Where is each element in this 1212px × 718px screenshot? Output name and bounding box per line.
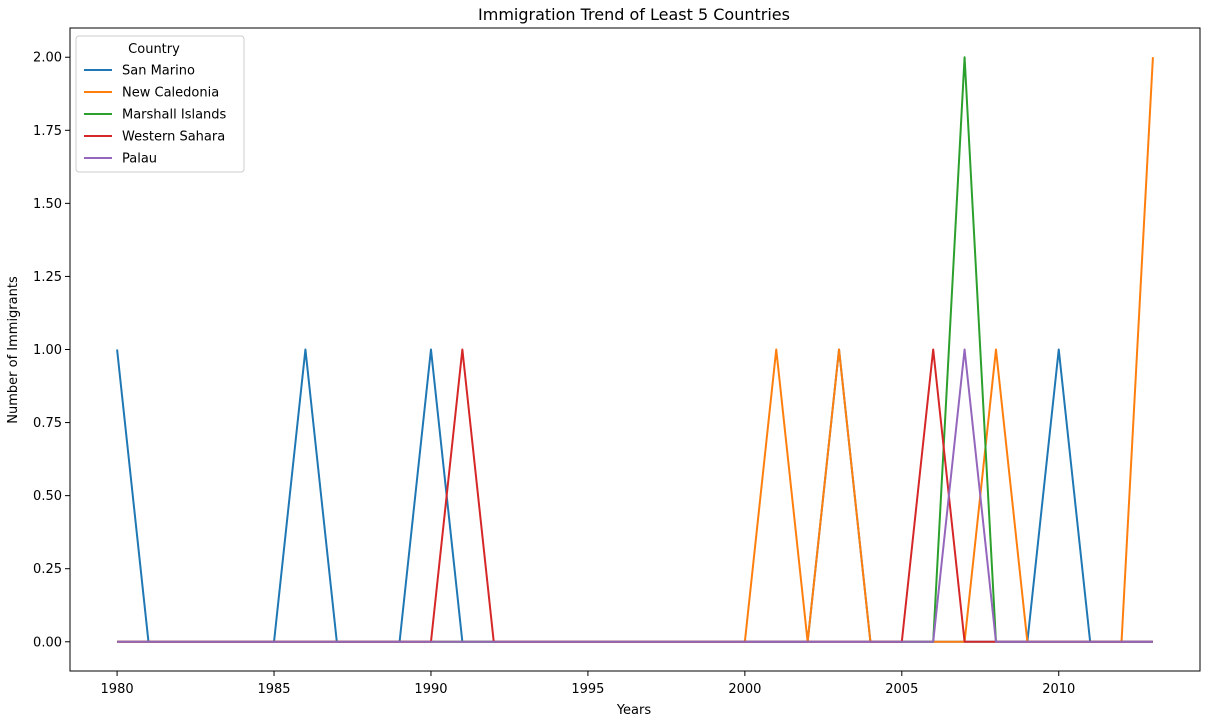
x-tick-label: 1990 bbox=[414, 682, 447, 697]
legend-entry-new-caledonia: New Caledonia bbox=[122, 86, 219, 101]
y-tick-label: 0.75 bbox=[33, 416, 62, 431]
legend-box bbox=[75, 35, 245, 173]
x-tick-label: 2005 bbox=[885, 682, 918, 697]
y-tick-label: 0.50 bbox=[33, 489, 62, 504]
x-tick-label: 2000 bbox=[728, 682, 761, 697]
x-axis-label: Years bbox=[616, 703, 652, 718]
legend-entry-marshall-islands: Marshall Islands bbox=[122, 108, 227, 123]
y-tick-label: 0.00 bbox=[33, 635, 62, 650]
series-line-marshall-islands bbox=[117, 56, 1153, 643]
legend: Country San Marino New Caledonia Marshall I… bbox=[75, 35, 245, 173]
y-tick-label: 1.50 bbox=[33, 197, 62, 212]
y-tick-label: 1.00 bbox=[33, 343, 62, 358]
x-tick-label: 1985 bbox=[257, 682, 290, 697]
chart-title: Immigration Trend of Least 5 Countries bbox=[478, 5, 790, 24]
legend-entry-western-sahara: Western Sahara bbox=[122, 130, 225, 145]
legend-entry-san-marino: San Marino bbox=[122, 64, 195, 79]
x-tick-label: 2010 bbox=[1042, 682, 1075, 697]
legend-title: Country bbox=[128, 42, 180, 57]
y-tick-label: 1.25 bbox=[33, 270, 62, 285]
x-tick-label: 1980 bbox=[101, 682, 134, 697]
y-tick-label: 2.00 bbox=[33, 51, 62, 66]
y-tick-label: 1.75 bbox=[33, 124, 62, 139]
y-axis-label: Number of Immigrants bbox=[6, 276, 21, 424]
series-line-san-marino bbox=[116, 348, 1153, 643]
series-line-western-sahara bbox=[117, 348, 1153, 643]
axes-frame bbox=[69, 27, 1201, 672]
x-tick-label: 1995 bbox=[571, 682, 604, 697]
legend-entry-palau: Palau bbox=[122, 152, 157, 167]
series-line-palau bbox=[117, 348, 1153, 643]
y-tick-label: 0.25 bbox=[33, 562, 62, 577]
series-line-new-caledonia bbox=[117, 57, 1154, 643]
